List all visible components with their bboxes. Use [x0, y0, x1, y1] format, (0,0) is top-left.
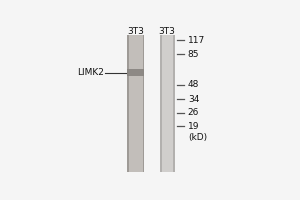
Bar — [160, 35, 161, 172]
Text: 117: 117 — [188, 36, 205, 45]
Text: LIMK2: LIMK2 — [77, 68, 104, 77]
Bar — [127, 35, 145, 172]
Bar — [173, 35, 175, 172]
Text: 48: 48 — [188, 80, 199, 89]
Text: (kD): (kD) — [188, 133, 207, 142]
Text: 3T3: 3T3 — [159, 27, 176, 36]
Text: 3T3: 3T3 — [127, 27, 144, 36]
Text: 19: 19 — [188, 122, 199, 131]
Bar — [160, 35, 175, 172]
Bar — [142, 35, 145, 172]
Text: 34: 34 — [188, 95, 199, 104]
Bar — [127, 69, 145, 76]
Bar — [127, 35, 129, 172]
Text: 85: 85 — [188, 50, 199, 59]
Text: 26: 26 — [188, 108, 199, 117]
